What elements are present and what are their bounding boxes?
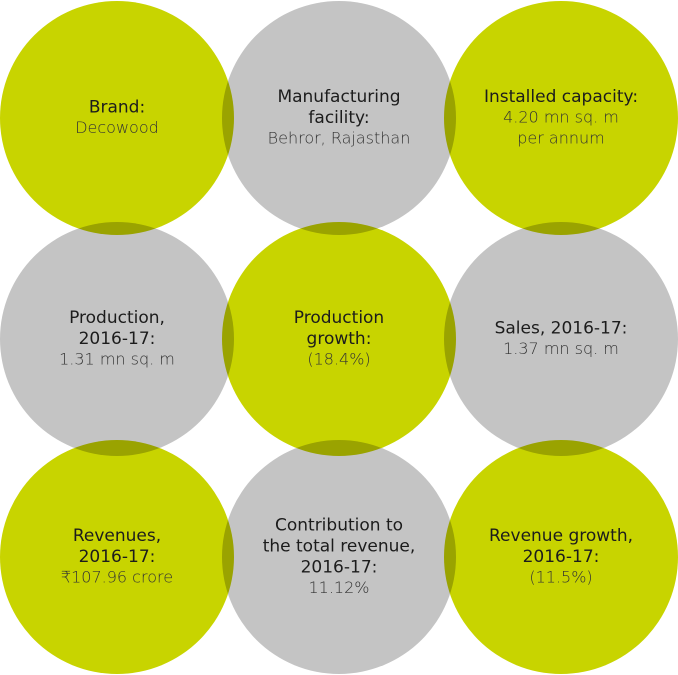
cell-label: 2016-17: [523,547,600,567]
cell-value: 1.31 mn sq. m [59,350,175,369]
circle [222,222,456,456]
cell-value: ₹107.96 crore [61,568,173,587]
cell-label: Production [294,308,384,328]
cell-label: Contribution to [275,516,403,536]
circle [444,222,678,456]
cell-value: per annum [517,129,604,148]
cell-value: Behror, Rajasthan [268,129,411,148]
cell-label: Revenues, [73,526,161,546]
cell-value: (11.5%) [529,568,592,587]
cell-label: Manufacturing [277,87,400,107]
cell-label: 2016-17: [79,329,156,349]
cell-label: 2016-17: [301,558,378,578]
cell-label: 2016-17: [79,547,156,567]
cell-label: growth: [307,329,372,349]
cell-value: Decowood [75,118,159,137]
circle [222,440,456,674]
cell-label: Installed capacity: [484,87,638,107]
cell-label: the total revenue, [263,537,416,557]
cell-label: Sales, 2016-17: [495,319,628,339]
circle [0,440,234,674]
cell-value: (18.4%) [307,350,370,369]
cell-value: 1.37 mn sq. m [503,339,619,358]
circle [0,1,234,235]
cell-label: facility: [308,108,369,128]
circle [0,222,234,456]
cell-label: Production, [69,308,165,328]
texts: Brand:Decowood Manufacturingfacility:Behr… [59,87,638,597]
circle [444,1,678,235]
cell-value: 11.12% [308,578,369,597]
cell-label: Brand: [89,98,145,118]
circle [222,1,456,235]
circle [444,440,678,674]
cell-value: 4.20 mn sq. m [503,108,619,127]
cell-label: Revenue growth, [489,526,633,546]
